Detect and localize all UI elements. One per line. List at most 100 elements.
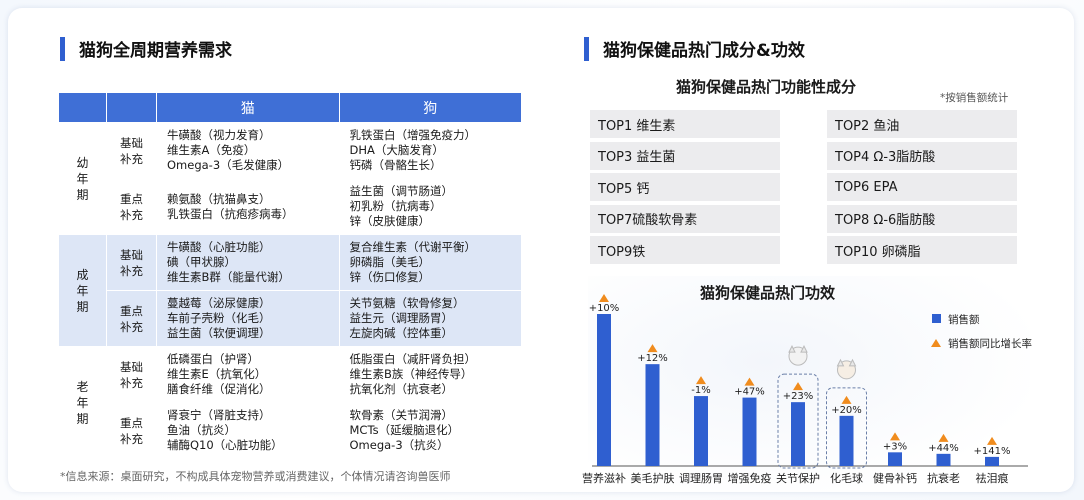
cat-nutrient-cell: 赖氨酸（抗猫鼻支） 乳铁蛋白（抗疱疹病毒） <box>156 178 340 235</box>
growth-label: +12% <box>637 353 668 364</box>
nutrient-item: 碘（甲状腺） <box>167 255 236 269</box>
nutrient-item: 复合维生素（代谢平衡） <box>349 240 477 254</box>
growth-label: +3% <box>883 441 907 452</box>
top-ingredient-item: TOP5 钙 <box>590 173 780 201</box>
top-ingredient-item: TOP2 鱼油 <box>827 110 1017 138</box>
legend-bar-swatch <box>932 314 941 323</box>
sales-bar <box>791 402 805 466</box>
legend-marker-swatch <box>931 339 941 347</box>
table-row: 重点补充 赖氨酸（抗猫鼻支） 乳铁蛋白（抗疱疹病毒） 益生菌（调节肠道） 初乳粉（抗病毒… <box>59 178 522 235</box>
growth-label: -1% <box>691 385 710 396</box>
nutrient-item: 赖氨酸（抗猫鼻支） <box>167 191 271 206</box>
nutrient-item: 维生素A（免疫） <box>167 143 256 157</box>
nutrient-item: 辅酶Q10（心脏功能） <box>167 438 283 452</box>
table-row: 老年期 基础补充 低磷蛋白（护肾） 维生素E（抗氧化） 膳食纤维（促消化） 低脂蛋白（减肝… <box>58 346 522 459</box>
left-title-text: 猫狗全周期营养需求 <box>79 41 232 61</box>
nutrient-item: 低磷蛋白（护肾） <box>167 352 259 366</box>
cat-nutrient-cell: 肾衰宁（肾脏支持） 鱼油（抗炎） 辅酶Q10（心脏功能） <box>156 402 340 459</box>
sales-bar <box>888 452 902 466</box>
nutrient-item: 左旋肉碱（控体重） <box>349 326 454 340</box>
header-cat: 猫 <box>156 92 340 123</box>
sales-bar <box>839 415 854 466</box>
nutrient-item: 牛磺酸（心脏功能） <box>167 240 271 254</box>
table-row: 幼年期 基础补充 牛磺酸（视力发育） 维生素A（免疫） Omega-3（毛发健康） 乳铁蛋… <box>58 122 522 235</box>
growth-marker <box>696 376 706 385</box>
nutrient-item: 乳铁蛋白（抗疱疹病毒） <box>167 206 294 221</box>
nutrient-item: 锌（伤口修复） <box>349 270 431 284</box>
top-ingredient-item: TOP10 卵磷脂 <box>827 236 1017 264</box>
effect-bar-chart: +10% 营养滋补 +12% 美毛护肤 -1% 调理肠胃 +47% 增强免疫 +23% 关节保护 +… <box>582 294 1032 485</box>
category-label: 关节保护 <box>776 471 820 485</box>
nutrient-item: 鱼油（抗炎） <box>167 423 236 437</box>
top-ingredient-item: TOP3 益生菌 <box>590 141 780 170</box>
nutrient-item: DHA（大脑发育） <box>349 143 444 157</box>
growth-label: +44% <box>928 443 959 454</box>
nutrient-item: 抗氧化剂（抗衰老） <box>349 382 454 396</box>
sub-category-label: 重点补充 <box>120 415 143 446</box>
nutrition-table: 猫 狗 幼年期 基础补充 牛磺酸（视力发育） 维生素A（免疫） Omega-3（毛发健康… <box>58 92 522 459</box>
top-ingredient-item: TOP8 Ω-6脂肪酸 <box>827 204 1017 233</box>
growth-label: +141% <box>974 446 1011 457</box>
table-row: 重点补充 肾衰宁（肾脏支持） 鱼油（抗炎） 辅酶Q10（心脏功能） 软骨素（关节润滑） M… <box>59 402 522 459</box>
sub-category-cell: 重点补充 <box>106 402 157 459</box>
header-dog: 狗 <box>338 92 522 123</box>
sales-bar <box>742 397 757 466</box>
category-label: 抗衰老 <box>927 471 960 485</box>
highlight-box <box>826 387 867 469</box>
right-section-title: 猫狗保健品热门成分&功效 <box>584 36 805 61</box>
sub-category-label: 基础补充 <box>120 247 143 278</box>
nutrient-item: 车前子壳粉（化毛） <box>167 311 271 325</box>
growth-label: +10% <box>589 303 620 314</box>
nutrient-item: 软骨素（关节润滑） <box>349 408 454 422</box>
nutrient-item: 维生素B群（能量代谢） <box>167 270 290 284</box>
stage-label: 成年期 <box>76 267 89 314</box>
dog-nutrient-cell: 软骨素（关节润滑） MCTs（延缓脑退化） Omega-3（抗炎） <box>338 402 522 459</box>
category-label: 健骨补钙 <box>873 471 917 485</box>
sub-category-cell: 重点补充 <box>106 178 157 235</box>
tiger-face-icon <box>836 358 857 380</box>
chart-title: 猫狗保健品热门功效 <box>700 284 836 302</box>
category-label: 增强免疫 <box>728 471 772 485</box>
title-accent-bar-right <box>584 36 589 61</box>
nutrient-item: MCTs（延缓脑退化） <box>349 423 460 437</box>
category-label: 营养滋补 <box>582 471 626 485</box>
cat-nutrient-cell: 蔓越莓（泌尿健康） 车前子壳粉（化毛） 益生菌（软便调理） <box>156 290 340 347</box>
growth-marker <box>599 294 609 302</box>
title-accent-bar <box>60 36 65 61</box>
top-ingredient-item: TOP4 Ω-3脂肪酸 <box>827 141 1017 170</box>
stage-label: 幼年期 <box>76 155 89 202</box>
growth-marker <box>744 377 755 386</box>
nutrient-item: 益生菌（软便调理） <box>167 326 271 340</box>
dog-nutrient-cell: 低脂蛋白（减肝肾负担） 维生素B族（神经传导） 抗氧化剂（抗衰老） <box>338 346 522 403</box>
header-empty-2 <box>106 92 157 123</box>
ingredients-subtitle: 猫狗保健品热门功能性成分 <box>676 78 857 96</box>
stage-cell: 老年期 <box>58 346 107 459</box>
stage-label: 老年期 <box>76 379 89 426</box>
nutrient-item: 钙磷（骨骼生长） <box>349 158 442 172</box>
dog-nutrient-cell: 乳铁蛋白（增强免疫力） DHA（大脑发育） 钙磷（骨骼生长） <box>338 122 522 179</box>
sales-bar <box>645 364 660 466</box>
category-label: 化毛球 <box>830 471 863 485</box>
nutrient-item: 初乳粉（抗病毒） <box>349 199 442 213</box>
chart-panel <box>588 276 1030 490</box>
highlight-box <box>777 373 819 469</box>
nutrient-item: 膳食纤维（促消化） <box>167 382 271 396</box>
stage-cell: 成年期 <box>58 234 107 347</box>
cat-nutrient-cell: 牛磺酸（视力发育） 维生素A（免疫） Omega-3（毛发健康） <box>156 122 340 179</box>
nutrient-item: 维生素E（抗氧化） <box>167 367 267 381</box>
nutrient-item: Omega-3（抗炎） <box>349 438 449 452</box>
dog-nutrient-cell: 关节氨糖（软骨修复） 益生元（调理肠胃） 左旋肉碱（控体重） <box>338 290 522 347</box>
nutrient-item: 蔓越莓（泌尿健康） <box>167 296 271 310</box>
cat-face-icon <box>788 345 808 366</box>
legend-bar-label: 销售额 <box>948 313 980 326</box>
growth-label: +47% <box>734 387 765 398</box>
top-ingredient-item: TOP9铁 <box>590 236 780 264</box>
sub-category-cell: 基础补充 <box>106 122 157 179</box>
growth-marker <box>841 395 852 404</box>
nutrient-item: 益生元（调理肠胃） <box>349 311 454 325</box>
nutrient-item: 乳铁蛋白（增强免疫力） <box>349 128 477 142</box>
top-ingredient-item: TOP6 EPA <box>827 173 1017 201</box>
growth-label: +20% <box>831 405 862 416</box>
nutrient-item: 低脂蛋白（减肝肾负担） <box>349 352 477 366</box>
dog-nutrient-cell: 益生菌（调节肠道） 初乳粉（抗病毒） 锌（皮肤健康） <box>338 178 522 235</box>
